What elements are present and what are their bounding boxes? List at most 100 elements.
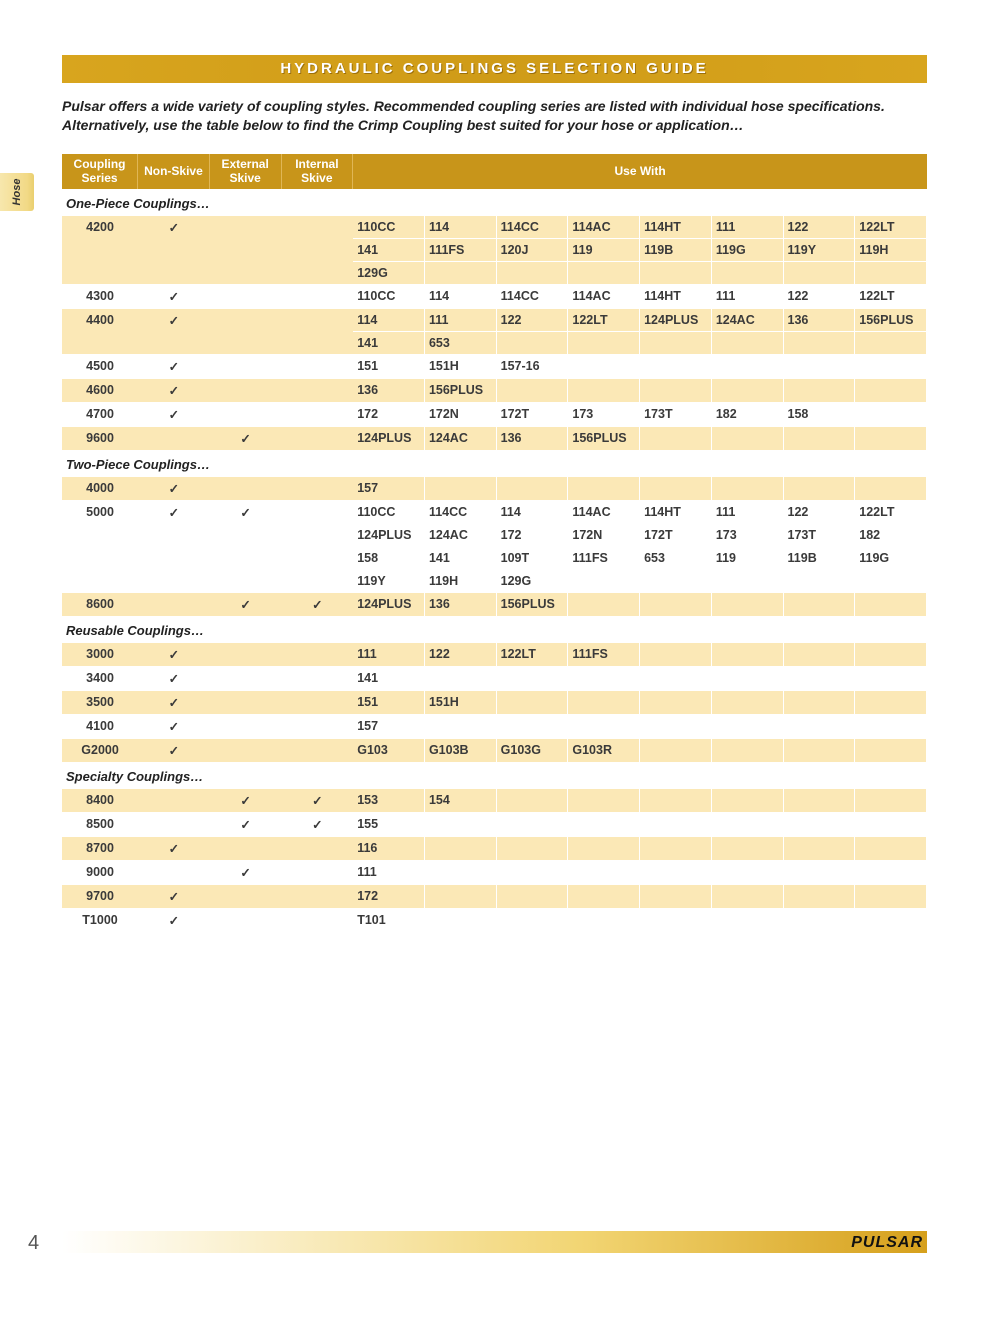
cell-use: 136 xyxy=(784,309,856,331)
table-row: 4600✓136156PLUS xyxy=(62,379,927,402)
cell-use xyxy=(497,262,569,284)
cell-ns xyxy=(138,861,210,884)
cell-use: 114CC xyxy=(425,501,497,523)
cell-use: 114AC xyxy=(568,216,640,238)
cell-use xyxy=(568,691,640,714)
cell-use: 182 xyxy=(855,524,927,546)
cell-use xyxy=(784,379,856,402)
cell-use: 114 xyxy=(425,285,497,308)
cell-use xyxy=(497,885,569,908)
brand-logo: PULSAR xyxy=(851,1234,923,1252)
cell-use xyxy=(855,332,927,354)
table-row: T1000✓T101 xyxy=(62,909,927,932)
cell-use xyxy=(712,813,784,836)
cell-use xyxy=(425,813,497,836)
cell-use xyxy=(425,909,497,932)
cell-use: 119B xyxy=(640,239,712,261)
cell-use: 111 xyxy=(353,861,425,884)
cell-use xyxy=(784,861,856,884)
cell-use xyxy=(497,837,569,860)
cell-use: 109T xyxy=(497,547,569,569)
cell-series: 4700 xyxy=(62,403,138,426)
cell-use: 119H xyxy=(855,239,927,261)
cell-es: ✓ xyxy=(210,789,282,812)
cell-use xyxy=(712,789,784,812)
cell-series: 4500 xyxy=(62,355,138,378)
cell-es: ✓ xyxy=(210,593,282,616)
table-row: 9700✓172 xyxy=(62,885,927,908)
cell-es xyxy=(210,667,282,690)
cell-use: 653 xyxy=(640,547,712,569)
cell-use: G103R xyxy=(568,739,640,762)
cell-es: ✓ xyxy=(210,501,282,592)
cell-use xyxy=(640,739,712,762)
cell-use: 114CC xyxy=(497,216,569,238)
cell-ns: ✓ xyxy=(138,739,210,762)
cell-use xyxy=(855,885,927,908)
cell-is xyxy=(282,909,354,932)
cell-use: 122 xyxy=(784,216,856,238)
page-title: HYDRAULIC COUPLINGS SELECTION GUIDE xyxy=(280,60,708,77)
cell-is xyxy=(282,427,354,450)
cell-use xyxy=(497,477,569,500)
cell-use xyxy=(568,379,640,402)
cell-use xyxy=(568,909,640,932)
cell-use xyxy=(784,593,856,616)
cell-series: 3400 xyxy=(62,667,138,690)
cell-use xyxy=(712,355,784,378)
cell-use xyxy=(640,593,712,616)
cell-use: 124AC xyxy=(712,309,784,331)
cell-use: 156PLUS xyxy=(497,593,569,616)
table-row: 8700✓116 xyxy=(62,837,927,860)
cell-use xyxy=(855,691,927,714)
cell-es xyxy=(210,885,282,908)
cell-use xyxy=(425,715,497,738)
cell-ns: ✓ xyxy=(138,379,210,402)
cell-es xyxy=(210,909,282,932)
cell-is xyxy=(282,285,354,308)
cell-use xyxy=(855,403,927,426)
cell-es xyxy=(210,477,282,500)
cell-ns: ✓ xyxy=(138,909,210,932)
table-row: 9600✓124PLUS124AC136156PLUS xyxy=(62,427,927,450)
cell-use: 141 xyxy=(425,547,497,569)
cell-use xyxy=(568,332,640,354)
cell-use: 173T xyxy=(784,524,856,546)
cell-is: ✓ xyxy=(282,789,354,812)
cell-series: 9700 xyxy=(62,885,138,908)
table-row: 4300✓110CC114114CC114AC114HT111122122LT xyxy=(62,285,927,308)
cell-use xyxy=(855,739,927,762)
cell-use xyxy=(712,691,784,714)
cell-es: ✓ xyxy=(210,813,282,836)
cell-use xyxy=(855,477,927,500)
cell-use: 157-16 xyxy=(497,355,569,378)
cell-use xyxy=(568,885,640,908)
cell-use xyxy=(712,427,784,450)
cell-use xyxy=(640,691,712,714)
cell-use: 129G xyxy=(353,262,425,284)
cell-use xyxy=(568,789,640,812)
cell-use: 122LT xyxy=(855,216,927,238)
cell-use xyxy=(855,593,927,616)
cell-use: 111 xyxy=(353,643,425,666)
cell-use xyxy=(640,861,712,884)
cell-use: 122LT xyxy=(497,643,569,666)
cell-use: 124PLUS xyxy=(353,427,425,450)
page-footer: 4 PULSAR xyxy=(0,1231,989,1253)
cell-use xyxy=(640,332,712,354)
cell-use: 129G xyxy=(497,570,569,592)
cell-es xyxy=(210,216,282,284)
cell-es xyxy=(210,691,282,714)
cell-use: 114AC xyxy=(568,501,640,523)
table-row: 8600✓✓124PLUS136156PLUS xyxy=(62,593,927,616)
cell-use xyxy=(640,789,712,812)
cell-use: G103G xyxy=(497,739,569,762)
cell-use xyxy=(568,667,640,690)
cell-use: 172T xyxy=(640,524,712,546)
col-use-with: Use With xyxy=(353,154,927,190)
table-row: 8400✓✓153154 xyxy=(62,789,927,812)
cell-use: 156PLUS xyxy=(425,379,497,402)
cell-ns: ✓ xyxy=(138,355,210,378)
cell-use xyxy=(640,427,712,450)
cell-use: 119B xyxy=(784,547,856,569)
